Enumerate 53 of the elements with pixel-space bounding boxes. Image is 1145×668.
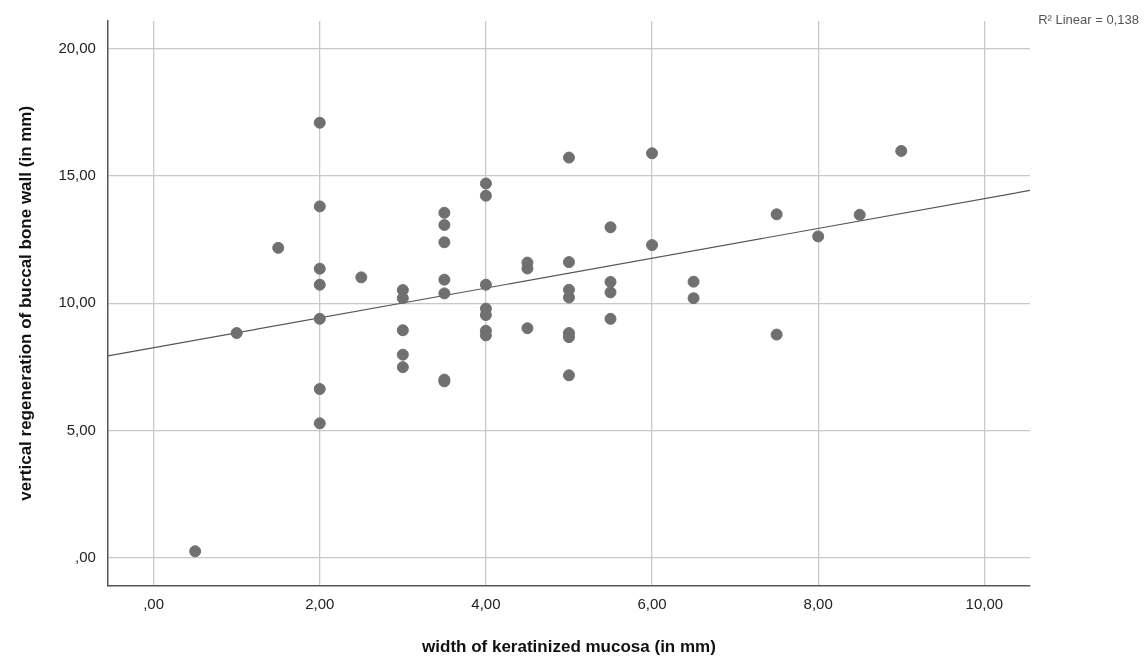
point [562,256,575,269]
x-tick-label: 2,00 [305,594,335,612]
point [479,278,492,291]
x-tick-label: 6,00 [637,594,667,612]
point [687,292,700,305]
y-tick-label: 15,00 [58,166,96,184]
point [396,324,409,337]
y-axis-title: vertical regeneration of buccal bone wall (in mm) [15,105,35,501]
point [562,151,575,164]
point [604,312,617,325]
x-tick-label: 8,00 [803,594,833,612]
point [479,189,492,202]
y-tick-label: 10,00 [58,293,96,311]
point [438,206,451,219]
x-tick-label: 4,00 [471,594,501,612]
x-axis-title: width of keratinized mucosa (in mm) [421,637,716,657]
point [313,383,326,396]
point [438,273,451,286]
y-tick-label: ,00 [75,547,96,565]
point [438,287,451,300]
y-tick-label: 20,00 [58,39,96,57]
point [770,208,783,221]
point [355,271,368,284]
point [479,177,492,190]
point [853,208,866,221]
point [687,275,700,288]
point [521,322,534,335]
point [272,241,285,254]
point [646,147,659,160]
point [438,236,451,249]
point [230,327,243,340]
point [313,312,326,325]
point [604,221,617,234]
text: R² Linear = 0,138 [1038,12,1139,28]
point [313,116,326,129]
point [812,230,825,243]
point [313,200,326,213]
point [604,286,617,299]
point [438,218,451,231]
y-tick-label: 5,00 [66,420,96,438]
point [313,262,326,275]
point [646,239,659,252]
point [562,369,575,382]
point [189,545,202,558]
point [396,361,409,374]
point [313,278,326,291]
point [770,328,783,341]
x-tick-label: 10,00 [965,594,1004,612]
point [313,417,326,430]
point [895,144,908,157]
x-tick-label: ,00 [143,594,165,612]
point [396,348,409,361]
point [604,275,617,288]
